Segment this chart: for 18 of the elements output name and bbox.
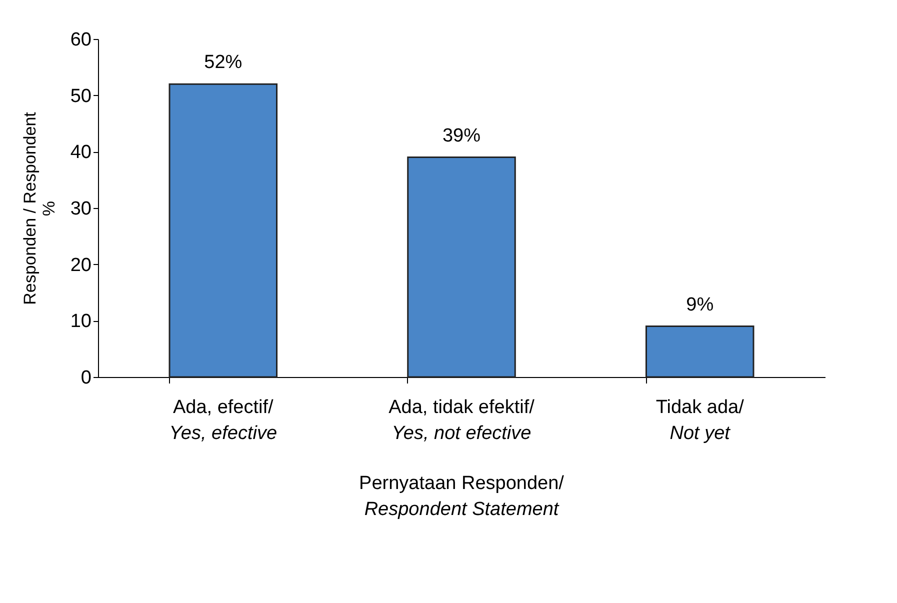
data-label: 9%: [686, 294, 714, 316]
y-tick-label: 0: [80, 368, 92, 388]
data-label: 39%: [442, 125, 481, 146]
y-tick-label: 10: [70, 311, 92, 332]
bar: [645, 326, 754, 378]
bar: [407, 156, 516, 378]
category-label: Tidak ada/ Not yet: [656, 397, 744, 444]
bar: [168, 83, 278, 378]
y-tick-label: 50: [70, 86, 92, 107]
category-label: Ada, efectif/ Yes, efective: [169, 397, 278, 444]
y-axis-title: Responden / Respondent %: [20, 112, 58, 305]
data-label: 52%: [204, 52, 242, 74]
y-tick-label: 20: [70, 254, 92, 276]
y-tick-label: 30: [70, 198, 92, 220]
y-tick-label: 60: [70, 30, 92, 50]
category-label: Ada, tidak efektif/ Yes, not efective: [388, 397, 534, 444]
y-tick-label: 40: [70, 142, 92, 164]
x-axis-title: Pernyataan Responden/ Respondent Statement: [359, 473, 565, 520]
